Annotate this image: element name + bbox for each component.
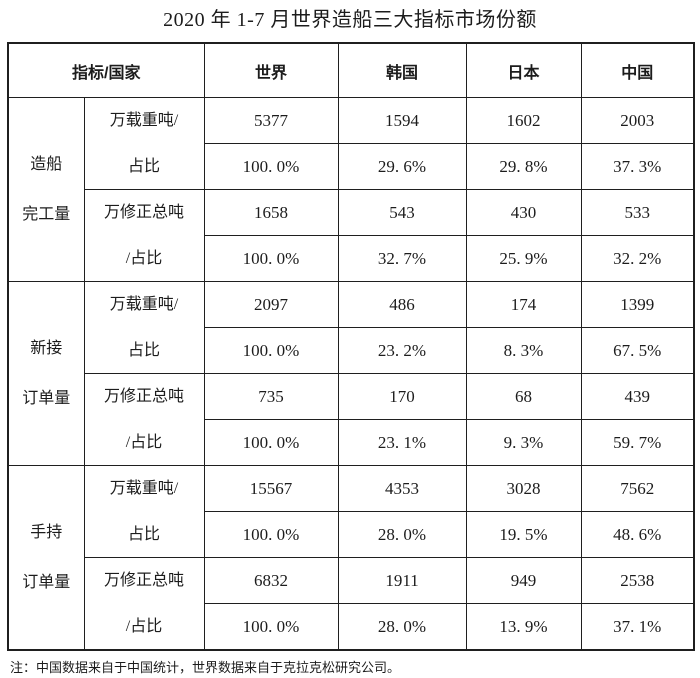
header-row: 指标/国家 世界 韩国 日本 中国: [7, 42, 695, 98]
unit-label-dwt: 万载重吨/ 占比: [83, 281, 205, 374]
share-cell: 37. 1%: [580, 603, 695, 651]
share-cell: 13. 9%: [465, 603, 582, 651]
group-label-line: 造船: [30, 155, 63, 173]
table-row: 100. 0% 29. 6% 29. 8% 37. 3%: [8, 143, 695, 190]
value-cell: 5377: [203, 97, 339, 144]
share-cell: 32. 7%: [337, 235, 467, 282]
share-cell: 100. 0%: [203, 511, 339, 558]
unit-label-line: 万载重吨/: [109, 479, 179, 497]
share-cell: 100. 0%: [203, 327, 339, 374]
share-cell: 29. 6%: [337, 143, 467, 190]
share-cell: 25. 9%: [465, 235, 582, 282]
value-cell: 3028: [465, 465, 582, 512]
unit-label-dwt: 万载重吨/ 占比: [83, 465, 205, 558]
share-cell: 32. 2%: [580, 235, 695, 282]
share-cell: 100. 0%: [203, 235, 339, 282]
value-cell: 6832: [203, 557, 339, 604]
table-row: 100. 0% 28. 0% 13. 9% 37. 1%: [8, 603, 695, 651]
table-row: 手持 订单量 万载重吨/ 占比 15567 4353 3028 7562: [7, 465, 695, 651]
header-col-japan: 日本: [465, 42, 582, 98]
value-cell: 1399: [580, 281, 695, 328]
share-cell: 29. 8%: [465, 143, 582, 190]
group-label-orderbook: 手持 订单量: [7, 465, 85, 651]
unit-label-cgt: 万修正总吨 /占比: [83, 189, 205, 282]
group-label-line: 新接: [30, 339, 63, 357]
table-row: 100. 0% 28. 0% 19. 5% 48. 6%: [8, 511, 695, 558]
unit-label-line: 占比: [128, 341, 161, 359]
unit-label-line: 万修正总吨: [104, 387, 185, 405]
share-cell: 48. 6%: [580, 511, 695, 558]
share-cell: 37. 3%: [580, 143, 695, 190]
table-row: 100. 0% 32. 7% 25. 9% 32. 2%: [8, 235, 695, 282]
value-cell: 2538: [580, 557, 695, 604]
value-cell: 7562: [580, 465, 695, 512]
table-row: 万修正总吨 /占比 735 170 68 439: [8, 373, 695, 466]
share-cell: 100. 0%: [203, 143, 339, 190]
share-cell: 9. 3%: [465, 419, 582, 466]
unit-label-line: /占比: [125, 617, 163, 635]
table-row: 万修正总吨 /占比 1658 543 430 533: [8, 189, 695, 282]
value-cell: 533: [580, 189, 695, 236]
unit-label-line: 占比: [128, 525, 161, 543]
value-cell: 430: [465, 189, 582, 236]
unit-label-line: 万修正总吨: [104, 203, 185, 221]
group-label-line: 完工量: [22, 205, 71, 223]
value-cell: 486: [337, 281, 467, 328]
unit-label-line: 万修正总吨: [104, 571, 185, 589]
share-cell: 100. 0%: [203, 419, 339, 466]
unit-label-line: 占比: [128, 157, 161, 175]
value-cell: 735: [203, 373, 339, 420]
source-note: 注：中国数据来自于中国统计，世界数据来自于克拉克松研究公司。: [10, 660, 401, 675]
unit-label-line: /占比: [125, 433, 163, 451]
share-cell: 23. 2%: [337, 327, 467, 374]
group-label-completions: 造船 完工量: [7, 97, 85, 282]
group-label-line: 订单量: [22, 573, 71, 591]
header-col-korea: 韩国: [337, 42, 467, 98]
share-cell: 28. 0%: [337, 511, 467, 558]
value-cell: 2003: [580, 97, 695, 144]
share-cell: 23. 1%: [337, 419, 467, 466]
group-label-new-orders: 新接 订单量: [7, 281, 85, 466]
value-cell: 68: [465, 373, 582, 420]
unit-label-cgt: 万修正总吨 /占比: [83, 373, 205, 466]
value-cell: 1911: [337, 557, 467, 604]
value-cell: 543: [337, 189, 467, 236]
header-col-world: 世界: [203, 42, 339, 98]
page-title: 2020 年 1-7 月世界造船三大指标市场份额: [163, 9, 537, 31]
value-cell: 170: [337, 373, 467, 420]
unit-label-line: /占比: [125, 249, 163, 267]
unit-label-line: 万载重吨/: [109, 295, 179, 313]
value-cell: 1594: [337, 97, 467, 144]
table-row: 万修正总吨 /占比 6832 1911 949 2538: [8, 557, 695, 651]
share-cell: 19. 5%: [465, 511, 582, 558]
unit-label-cgt: 万修正总吨 /占比: [83, 557, 205, 651]
share-cell: 100. 0%: [203, 603, 339, 651]
share-cell: 8. 3%: [465, 327, 582, 374]
header-indicator-country: 指标/国家: [7, 42, 205, 98]
share-cell: 28. 0%: [337, 603, 467, 651]
table-row: 100. 0% 23. 2% 8. 3% 67. 5%: [8, 327, 695, 374]
unit-label-dwt: 万载重吨/ 占比: [83, 97, 205, 190]
unit-label-line: 万载重吨/: [109, 111, 179, 129]
value-cell: 439: [580, 373, 695, 420]
value-cell: 1602: [465, 97, 582, 144]
value-cell: 174: [465, 281, 582, 328]
value-cell: 2097: [203, 281, 339, 328]
share-cell: 67. 5%: [580, 327, 695, 374]
header-col-china: 中国: [580, 42, 695, 98]
share-cell: 59. 7%: [580, 419, 695, 466]
value-cell: 949: [465, 557, 582, 604]
table-row: 造船 完工量 万载重吨/ 占比 5377 1594 1602 2003: [7, 97, 695, 282]
group-label-line: 手持: [30, 523, 63, 541]
value-cell: 4353: [337, 465, 467, 512]
value-cell: 15567: [203, 465, 339, 512]
table-row: 新接 订单量 万载重吨/ 占比 2097 486 174 1399: [7, 281, 695, 466]
group-label-line: 订单量: [22, 389, 71, 407]
value-cell: 1658: [203, 189, 339, 236]
table-row: 100. 0% 23. 1% 9. 3% 59. 7%: [8, 419, 695, 466]
market-share-table: 指标/国家 世界 韩国 日本 中国 造船 完工量 万载重吨/ 占比 5377 1…: [7, 42, 696, 651]
